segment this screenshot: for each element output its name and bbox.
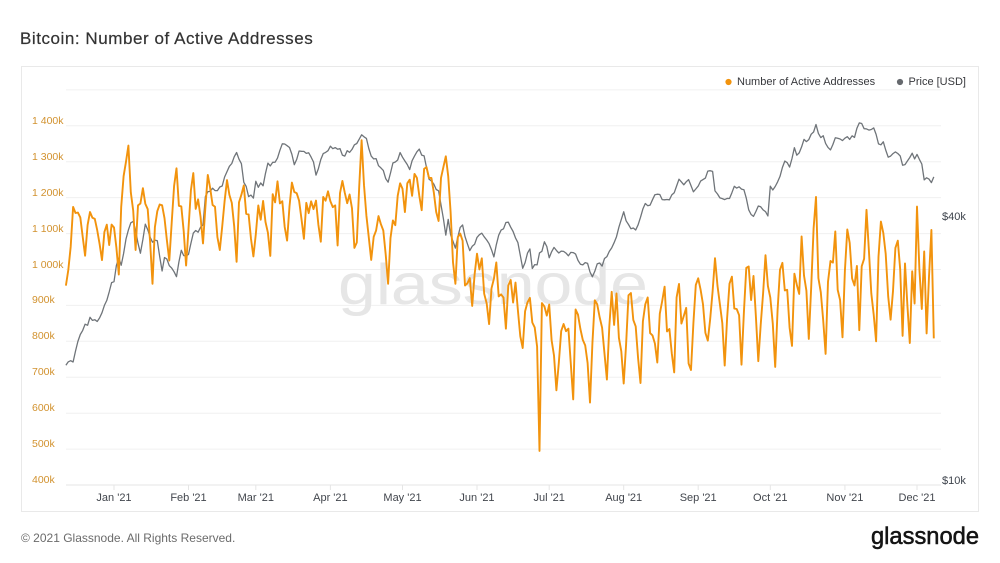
- svg-text:glassnode: glassnode: [871, 523, 979, 550]
